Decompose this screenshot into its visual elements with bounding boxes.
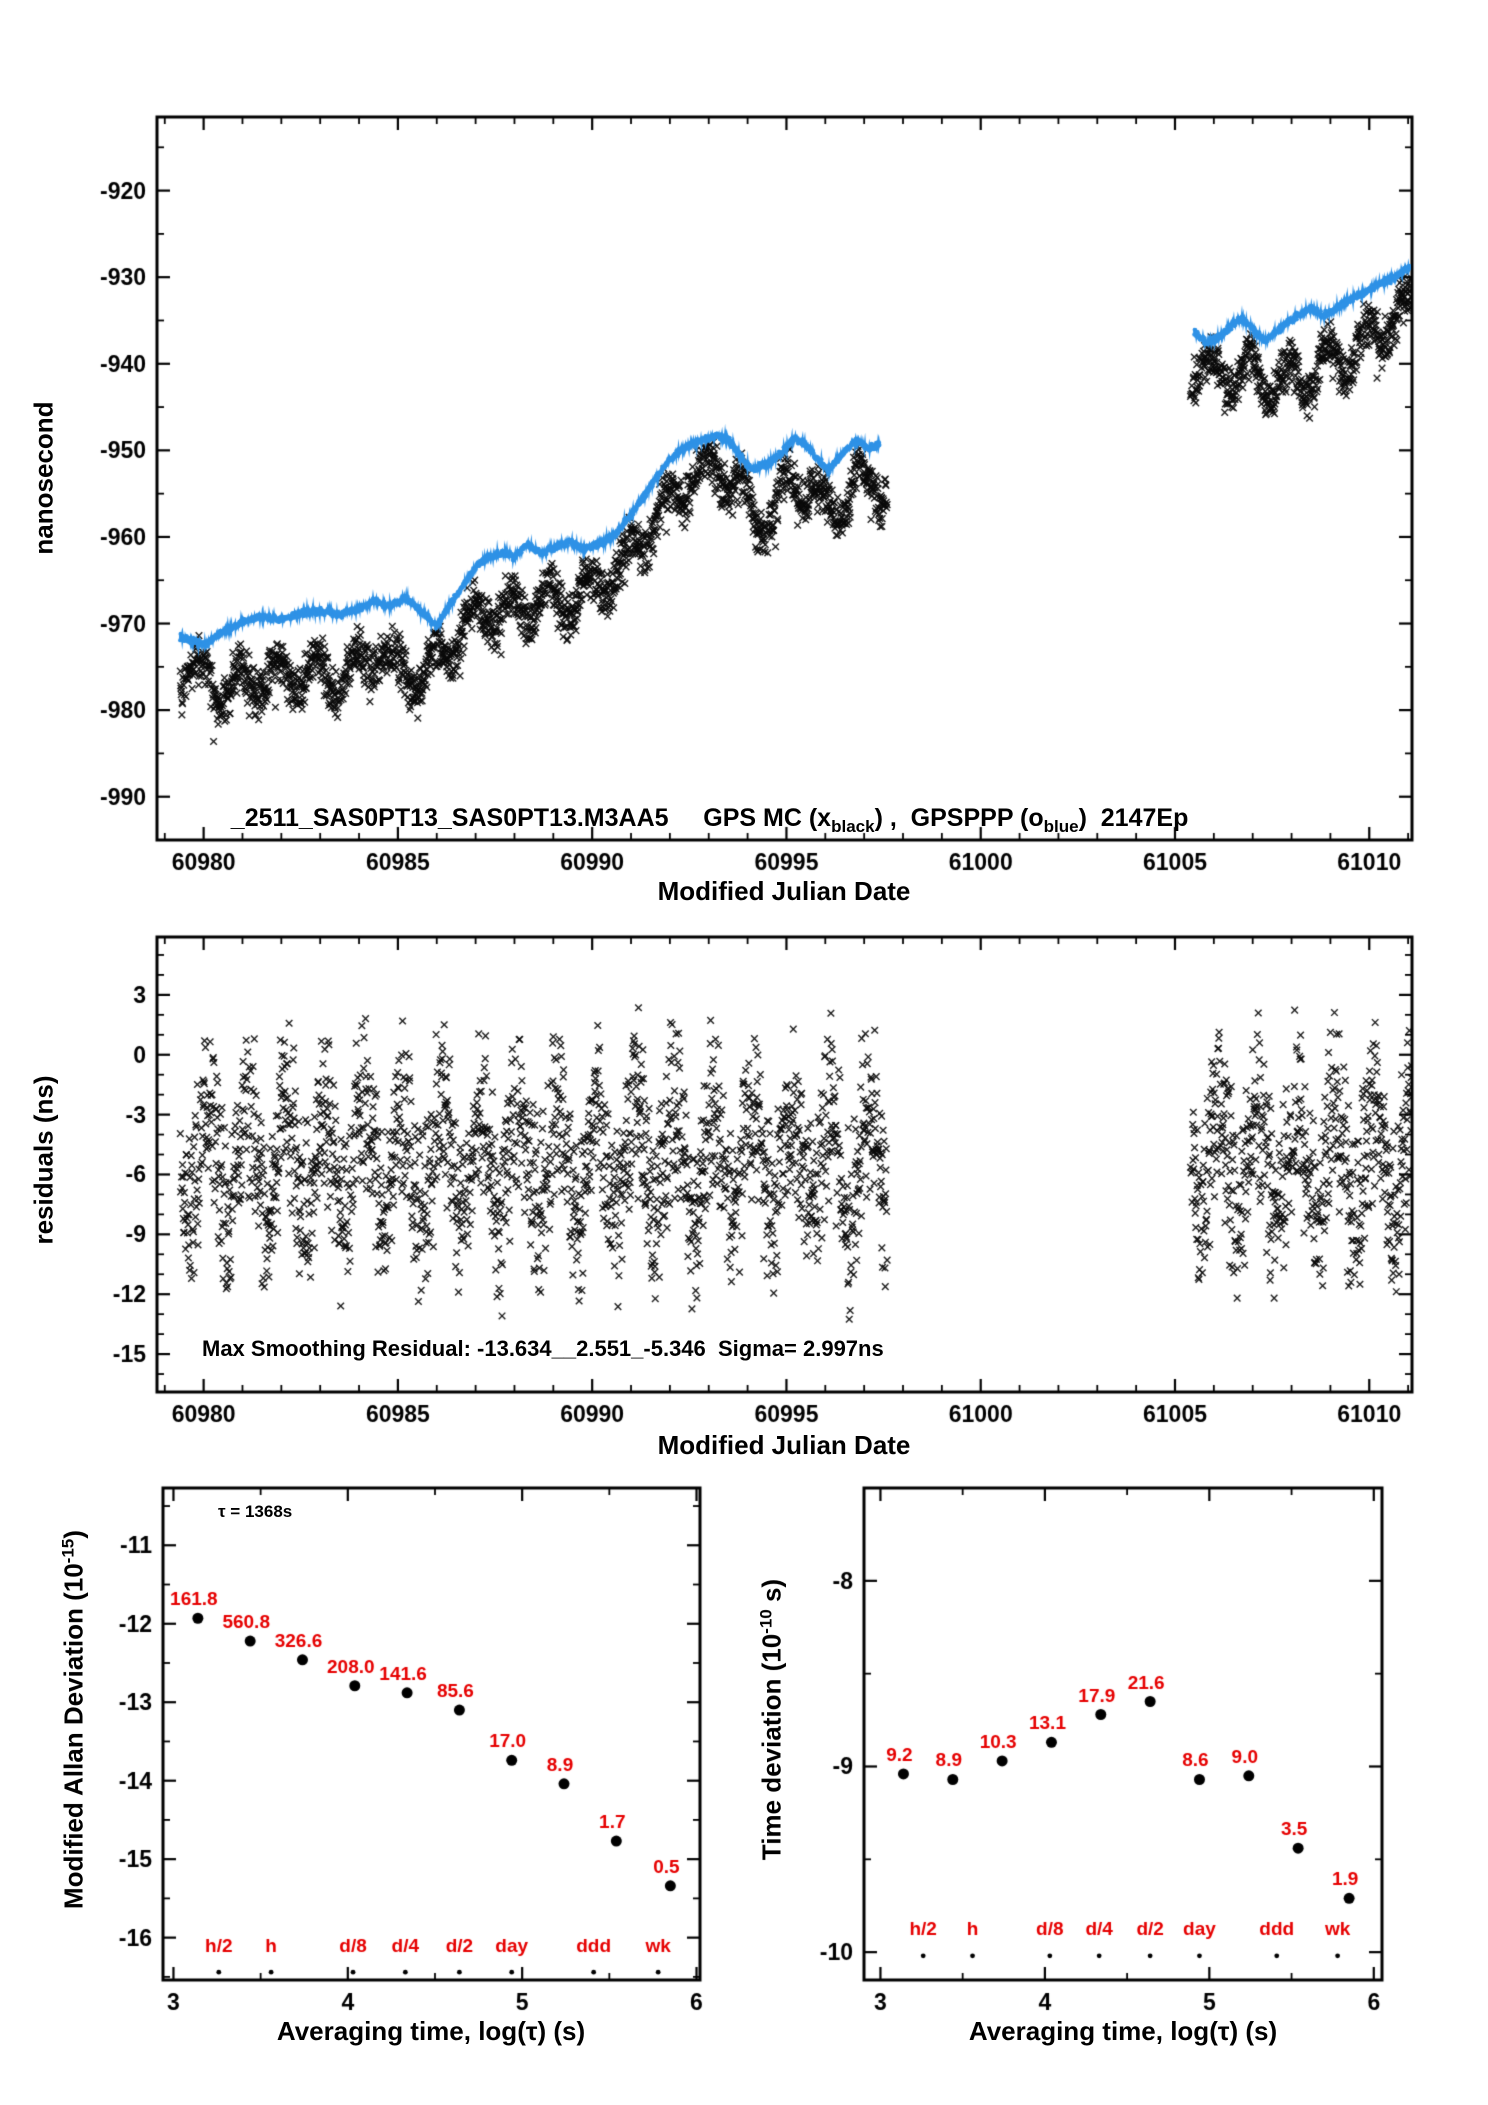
time-transfer-report-page: nanosecond Modified Julian Date _2511_SA…	[0, 0, 1488, 2105]
charts-canvas	[0, 0, 1488, 2105]
